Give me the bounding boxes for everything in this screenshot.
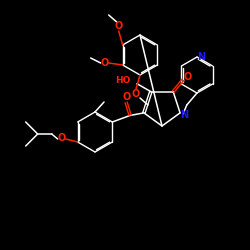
Text: HO: HO	[116, 76, 131, 85]
Text: O: O	[100, 58, 109, 68]
Text: O: O	[58, 133, 66, 143]
Text: N: N	[197, 52, 205, 62]
Text: O: O	[122, 92, 130, 102]
Text: N: N	[180, 110, 188, 120]
Text: O: O	[183, 72, 191, 82]
Text: O: O	[132, 89, 140, 99]
Text: O: O	[114, 21, 123, 31]
